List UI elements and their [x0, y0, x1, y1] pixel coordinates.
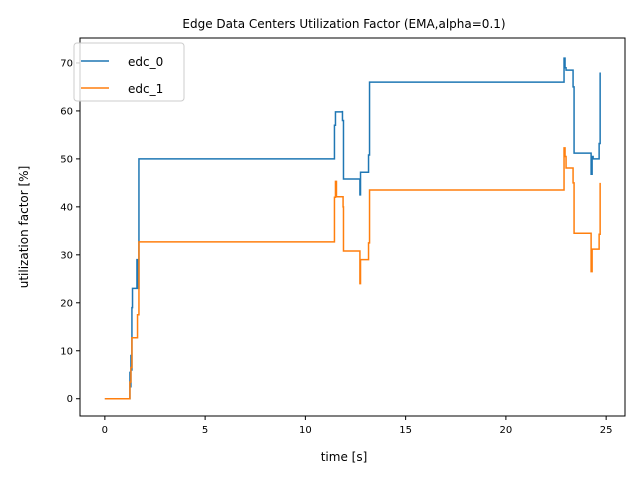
- x-tick-label: 5: [202, 425, 208, 436]
- legend: edc_0 edc_1: [73, 42, 185, 102]
- axes-frame: [79, 37, 626, 417]
- y-tick-label: 60: [60, 106, 73, 117]
- y-tick-label: 70: [60, 58, 73, 69]
- x-tick-label: 15: [399, 425, 412, 436]
- y-tick-label: 0: [67, 394, 73, 405]
- y-tick-label: 20: [60, 298, 73, 309]
- x-tick-label: 0: [102, 425, 108, 436]
- legend-label-edc-0: edc_0: [128, 55, 163, 69]
- legend-box: [73, 42, 185, 102]
- series-line-edc-1: [104, 147, 601, 400]
- x-axis-ticks: 0 5 10 15 20 25: [102, 416, 613, 436]
- series-line-edc-0: [104, 57, 601, 400]
- series-layer: [104, 57, 601, 400]
- legend-label-edc-1: edc_1: [128, 82, 163, 96]
- y-tick-label: 40: [60, 202, 73, 213]
- chart-title: Edge Data Centers Utilization Factor (EM…: [182, 17, 505, 31]
- y-tick-label: 30: [60, 250, 73, 261]
- x-axis-label: time [s]: [321, 450, 368, 464]
- plot-area: [79, 37, 626, 417]
- x-tick-label: 20: [500, 425, 513, 436]
- y-tick-label: 50: [60, 154, 73, 165]
- y-axis-label: utilization factor [%]: [17, 166, 31, 289]
- x-tick-label: 10: [299, 425, 312, 436]
- x-tick-label: 25: [600, 425, 613, 436]
- y-tick-label: 10: [60, 346, 73, 357]
